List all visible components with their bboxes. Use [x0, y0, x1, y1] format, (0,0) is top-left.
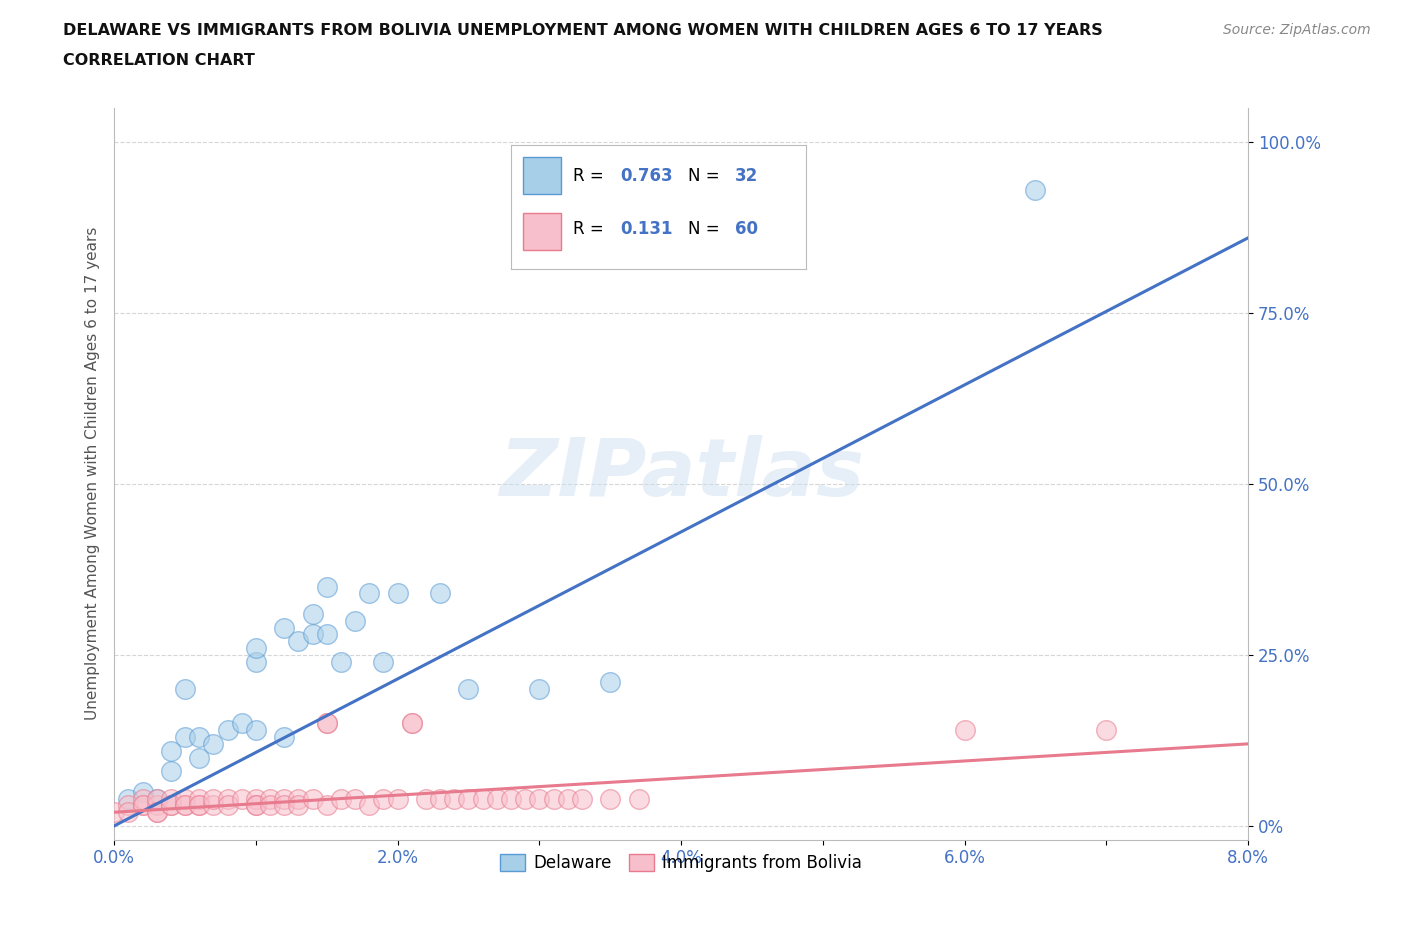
Point — [329, 655, 352, 670]
Point — [557, 791, 579, 806]
Point — [202, 791, 225, 806]
Point — [217, 798, 239, 813]
Point — [160, 764, 183, 778]
Point — [359, 798, 381, 813]
Point — [315, 798, 337, 813]
Point — [117, 791, 139, 806]
Point — [145, 804, 167, 819]
Point — [1024, 182, 1046, 197]
Point — [515, 791, 537, 806]
Point — [373, 655, 395, 670]
Point — [145, 791, 167, 806]
Point — [259, 798, 281, 813]
Point — [160, 798, 183, 813]
Point — [245, 798, 267, 813]
Point — [202, 737, 225, 751]
Point — [457, 791, 479, 806]
Point — [429, 586, 451, 601]
Point — [599, 675, 621, 690]
Point — [287, 798, 309, 813]
Point — [117, 798, 139, 813]
Point — [245, 655, 267, 670]
Point — [273, 791, 295, 806]
Point — [188, 791, 211, 806]
Point — [145, 798, 167, 813]
Point — [415, 791, 437, 806]
Point — [174, 730, 197, 745]
Point — [131, 798, 153, 813]
Point — [315, 579, 337, 594]
Point — [231, 716, 253, 731]
Point — [315, 716, 337, 731]
Point — [160, 798, 183, 813]
Point — [571, 791, 593, 806]
Point — [1095, 723, 1118, 737]
Point — [217, 723, 239, 737]
Point — [485, 791, 508, 806]
Text: ZIPatlas: ZIPatlas — [499, 435, 863, 512]
Point — [953, 723, 976, 737]
Point — [160, 791, 183, 806]
Point — [359, 586, 381, 601]
Point — [627, 791, 650, 806]
Point — [373, 791, 395, 806]
Point — [315, 627, 337, 642]
Point — [543, 791, 565, 806]
Point — [471, 791, 494, 806]
Point — [245, 791, 267, 806]
Point — [401, 716, 423, 731]
Point — [429, 791, 451, 806]
Point — [131, 798, 153, 813]
Point — [160, 743, 183, 758]
Point — [145, 791, 167, 806]
Point — [145, 804, 167, 819]
Y-axis label: Unemployment Among Women with Children Ages 6 to 17 years: Unemployment Among Women with Children A… — [86, 227, 100, 721]
Text: Source: ZipAtlas.com: Source: ZipAtlas.com — [1223, 23, 1371, 37]
Point — [401, 716, 423, 731]
Text: CORRELATION CHART: CORRELATION CHART — [63, 53, 254, 68]
Point — [174, 791, 197, 806]
Point — [231, 791, 253, 806]
Point — [245, 798, 267, 813]
Point — [329, 791, 352, 806]
Point — [174, 798, 197, 813]
Point — [117, 804, 139, 819]
Point — [599, 791, 621, 806]
Point — [131, 791, 153, 806]
Point — [259, 791, 281, 806]
Point — [188, 751, 211, 765]
Text: DELAWARE VS IMMIGRANTS FROM BOLIVIA UNEMPLOYMENT AMONG WOMEN WITH CHILDREN AGES : DELAWARE VS IMMIGRANTS FROM BOLIVIA UNEM… — [63, 23, 1104, 38]
Point — [301, 606, 323, 621]
Point — [529, 682, 551, 697]
Point — [443, 791, 465, 806]
Point — [174, 682, 197, 697]
Point — [344, 614, 367, 629]
Point — [217, 791, 239, 806]
Point — [457, 682, 479, 697]
Point — [301, 627, 323, 642]
Point — [103, 804, 125, 819]
Point — [273, 798, 295, 813]
Point — [287, 791, 309, 806]
Point — [245, 641, 267, 656]
Point — [387, 586, 409, 601]
Point — [245, 723, 267, 737]
Point — [344, 791, 367, 806]
Point — [273, 730, 295, 745]
Point — [499, 791, 522, 806]
Point — [529, 791, 551, 806]
Point — [273, 620, 295, 635]
Point — [188, 798, 211, 813]
Point — [188, 730, 211, 745]
Point — [188, 798, 211, 813]
Point — [174, 798, 197, 813]
Point — [301, 791, 323, 806]
Point — [131, 784, 153, 799]
Legend: Delaware, Immigrants from Bolivia: Delaware, Immigrants from Bolivia — [494, 847, 869, 879]
Point — [287, 634, 309, 649]
Point — [387, 791, 409, 806]
Point — [315, 716, 337, 731]
Point — [202, 798, 225, 813]
